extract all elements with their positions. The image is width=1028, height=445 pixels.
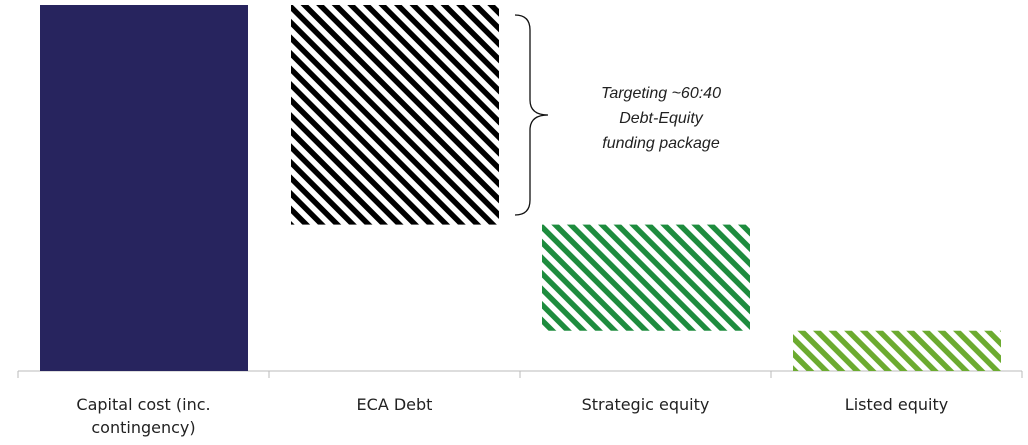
bar [291, 5, 499, 225]
x-tick-label: Listed equity [844, 395, 949, 414]
brace [514, 14, 549, 216]
bar [793, 330, 1001, 371]
annotation: Targeting ~60:40 [601, 85, 721, 102]
x-tick-label: ECA Debt [356, 395, 433, 414]
annotation: funding package [602, 135, 720, 152]
x-tick-label: Capital cost (inc. contingency) [76, 395, 211, 437]
bar [40, 5, 248, 371]
bar [542, 224, 750, 331]
annotation: Debt-Equity [619, 110, 704, 127]
x-tick-label: Strategic equity [581, 395, 710, 414]
